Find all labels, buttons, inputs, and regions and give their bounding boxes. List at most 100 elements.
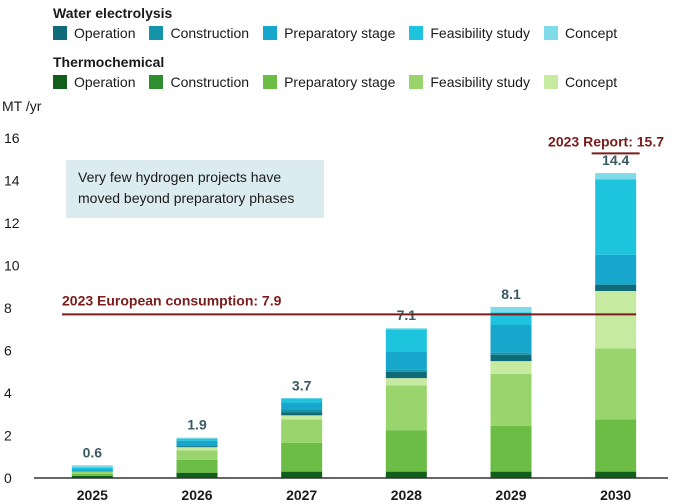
legend-item: Concept (543, 25, 618, 41)
legend-row: Operation Construction Preparatory stage Fe… (53, 22, 673, 44)
bar-segment (385, 471, 427, 478)
y-tick-label: 2 (4, 428, 12, 444)
bar-segment (490, 471, 532, 478)
legend-item: Construction (149, 25, 249, 41)
legend-swatch (543, 75, 558, 89)
legend-item: Feasibility study (409, 25, 530, 41)
bar-segment (385, 329, 427, 352)
bar-segment (281, 419, 323, 443)
bar-segment (595, 254, 637, 285)
x-tick-label: 2027 (286, 487, 317, 503)
bar-segment (176, 459, 218, 473)
legend-label: Concept (564, 74, 618, 90)
bar-segment (385, 378, 427, 386)
bar-segment (595, 419, 637, 472)
legend: Water electrolysis Operation Construction P… (53, 4, 673, 102)
bar-segment (385, 351, 427, 370)
bar-segment (176, 440, 218, 447)
bar-segment (490, 361, 532, 374)
bar-total-label: 8.1 (501, 286, 521, 302)
bar-segment (490, 425, 532, 472)
legend-label: Construction (170, 74, 250, 90)
legend-group-title: Thermochemical (53, 54, 165, 70)
x-tick-label: 2030 (600, 487, 631, 503)
annotation-line-1: Very few hydrogen projects have (78, 169, 282, 185)
legend-swatch (543, 26, 558, 40)
bar-segment (71, 469, 113, 472)
y-tick-label: 0 (4, 470, 12, 486)
reference-label-consumption: 2023 European consumption: 7.9 (62, 292, 282, 308)
bar-segment (71, 475, 113, 478)
legend-item: Operation (53, 25, 135, 41)
reference-label-report: 2023 Report: 15.7 (548, 133, 664, 149)
bar-segment (490, 354, 532, 362)
bar-segment (176, 437, 218, 439)
bar-segment (71, 465, 113, 468)
legend-swatch (263, 75, 278, 89)
legend-item: Operation (53, 74, 135, 90)
y-tick-label: 14 (4, 173, 20, 189)
bar-total-label: 0.6 (83, 444, 103, 460)
bar-segment (281, 402, 323, 410)
bar-segment (490, 352, 532, 355)
bar-segment (281, 415, 323, 420)
x-tick-label: 2028 (391, 487, 422, 503)
bar-segment (176, 447, 218, 451)
legend-label: Preparatory stage (284, 25, 396, 41)
y-tick-label: 6 (4, 343, 12, 359)
x-tick-label: 2029 (495, 487, 526, 503)
legend-swatch (149, 75, 164, 89)
legend-label: Construction (170, 25, 250, 41)
legend-swatch (53, 26, 67, 40)
annotation-line-2: moved beyond preparatory phases (78, 190, 295, 206)
bar-segment (595, 284, 637, 291)
x-tick-label: 2026 (181, 487, 212, 503)
legend-swatch (263, 26, 278, 40)
bar-segment (281, 398, 323, 403)
legend-item: Preparatory stage (263, 25, 395, 41)
bar-segment (176, 446, 218, 448)
legend-label: Feasibility study (430, 74, 530, 90)
legend-group-title: Water electrolysis (53, 5, 173, 21)
bar-segment (176, 450, 218, 460)
bar-segment (281, 471, 323, 478)
bar-segment (595, 179, 637, 255)
bar-segment (595, 291, 637, 349)
legend-item: Feasibility study (409, 74, 530, 90)
legend-item: Concept (543, 74, 618, 90)
bar-total-label: 14.4 (602, 152, 629, 168)
legend-label: Operation (74, 74, 136, 90)
bar-segment (595, 471, 637, 478)
y-axis-label: MT /yr (2, 98, 42, 114)
legend-swatch (409, 75, 424, 89)
bar-segment (385, 430, 427, 472)
legend-row: Operation Construction Preparatory stage Fe… (53, 71, 673, 93)
bar-segment (281, 410, 323, 413)
bar-segment (71, 471, 113, 474)
y-tick-label: 12 (4, 215, 20, 231)
bar-segment (176, 472, 218, 478)
legend-label: Feasibility study (430, 25, 530, 41)
bar-segment (595, 348, 637, 420)
legend-item: Preparatory stage (263, 74, 395, 90)
bar-segment (595, 173, 637, 180)
bar-segment (385, 328, 427, 330)
bar-segment (385, 371, 427, 379)
y-tick-label: 8 (4, 300, 12, 316)
bar-segment (176, 438, 218, 441)
bar-segment (71, 473, 113, 476)
bar-total-label: 3.7 (292, 377, 312, 393)
bar-segment (385, 369, 427, 372)
bar-segment (71, 467, 113, 470)
legend-swatch (409, 26, 424, 40)
bar-segment (490, 306, 532, 313)
legend-swatch (53, 75, 67, 89)
legend-label: Concept (564, 25, 618, 41)
legend-label: Preparatory stage (284, 74, 396, 90)
bar-total-label: 1.9 (187, 417, 207, 433)
y-tick-label: 4 (4, 385, 12, 401)
legend-item: Construction (149, 74, 249, 90)
bar-segment (281, 442, 323, 472)
bar-segment (490, 373, 532, 426)
